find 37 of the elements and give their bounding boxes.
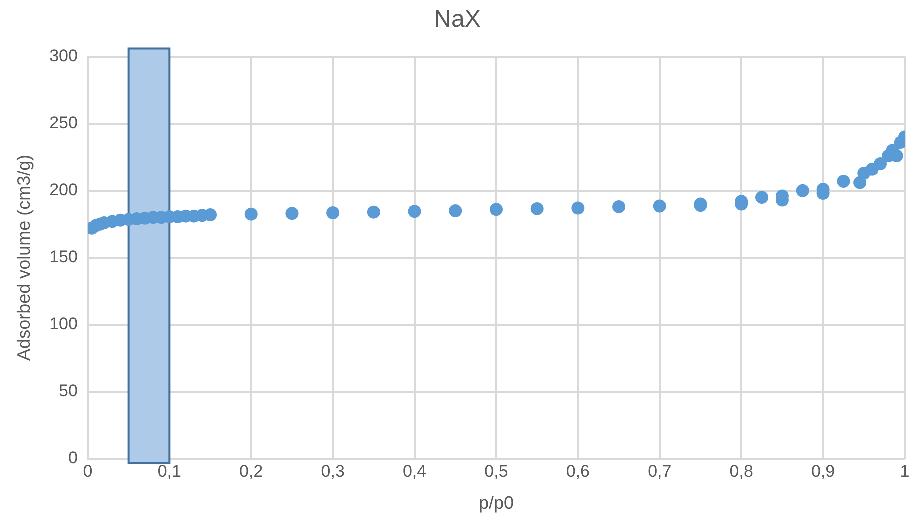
y-tick-label: 100	[50, 314, 78, 334]
point	[408, 205, 422, 218]
x-axis-title: p/p0	[478, 493, 514, 514]
point	[796, 184, 810, 198]
point	[572, 202, 585, 215]
x-tick-label: 0	[83, 462, 93, 481]
chart-title: NaX	[434, 6, 481, 34]
point	[449, 204, 462, 218]
x-tick-label: 1	[900, 462, 910, 481]
x-tick-label: 0,7	[648, 462, 672, 481]
y-tick-label: 50	[59, 382, 78, 401]
point	[286, 207, 299, 220]
point	[756, 191, 769, 204]
x-tick-label: 0,9	[811, 462, 836, 481]
point	[326, 206, 340, 220]
point	[530, 202, 544, 216]
x-tick-label: 0,8	[730, 462, 754, 481]
y-tick-label: 300	[50, 46, 78, 66]
x-tick-label: 0,1	[158, 462, 182, 481]
point	[490, 203, 503, 216]
point	[244, 208, 258, 221]
x-tick-label: 0,3	[321, 462, 345, 481]
x-tick-label: 0,4	[402, 462, 427, 481]
point	[204, 208, 218, 222]
x-tick-label: 0,2	[240, 462, 264, 481]
y-tick-label: 0	[68, 448, 78, 468]
y-tick-label: 200	[50, 180, 78, 200]
y-axis-title: Adsorbed volume (cm3/g)	[14, 154, 34, 361]
y-tick-label: 250	[50, 114, 78, 133]
point	[612, 200, 626, 214]
x-tick-label: 0,6	[566, 462, 590, 481]
point	[874, 158, 887, 171]
y-tick-label: 150	[50, 248, 78, 267]
point	[653, 200, 666, 213]
point	[367, 206, 380, 219]
point	[837, 174, 850, 188]
x-tick-label: 0,5	[484, 462, 508, 481]
